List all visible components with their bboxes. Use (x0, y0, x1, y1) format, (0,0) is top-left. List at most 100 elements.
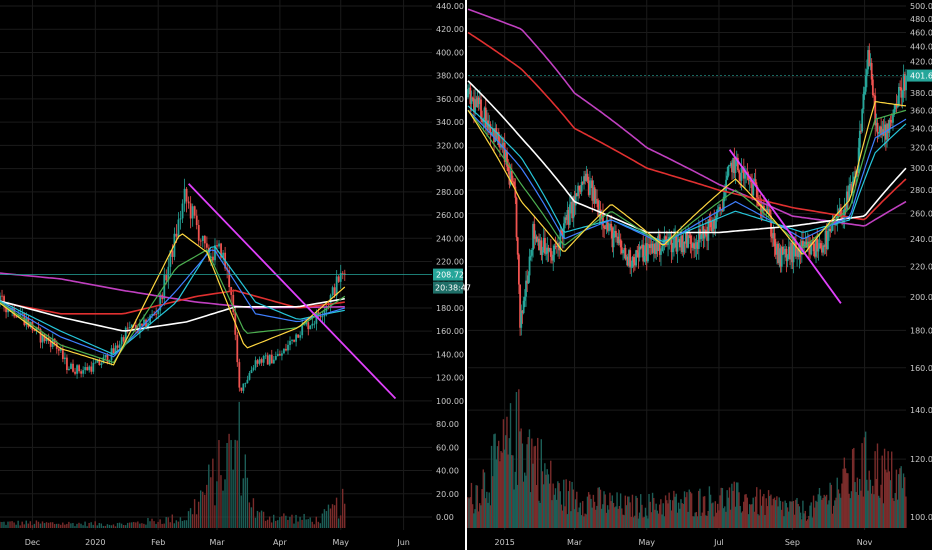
candle-body (700, 234, 703, 240)
volume-bar (25, 520, 27, 528)
volume-bar (47, 522, 50, 528)
candle-body (869, 62, 872, 67)
right-chart-panel[interactable]: 100.00 120.00 140.00 160.00 180.00 200.00 220.… (467, 0, 932, 547)
candle-body (305, 322, 308, 325)
volume-bar (605, 512, 608, 528)
candle-body (902, 74, 905, 92)
candle-body (682, 241, 685, 253)
trend-line[interactable] (728, 149, 842, 304)
volume-bar (266, 519, 269, 528)
volume-bar (477, 511, 480, 528)
volume-bar (511, 455, 513, 528)
candle-body (580, 182, 583, 192)
candle-body (765, 209, 768, 210)
candle-body (501, 144, 504, 147)
volume-bar (197, 501, 200, 528)
volume-bar (797, 503, 799, 528)
volume-bar (713, 516, 715, 528)
volume-bar (100, 523, 103, 528)
volume-bar (520, 428, 522, 528)
candle-body (264, 355, 267, 357)
trend-line[interactable] (187, 183, 397, 400)
volume-bar (841, 483, 843, 528)
candle-body (670, 236, 673, 253)
volume-bar (859, 478, 861, 528)
candle-body (681, 235, 684, 253)
candle-body (660, 251, 662, 255)
volume-bar (500, 451, 502, 528)
candle-body (576, 193, 578, 197)
y-tick-label: 320.00 (436, 141, 464, 150)
candle-body (590, 180, 593, 182)
volume-bar (653, 497, 655, 528)
volume-bar (810, 502, 812, 528)
volume-bar (240, 495, 242, 528)
grid-lines (468, 0, 906, 530)
y-tick-label: 480.00 (910, 15, 932, 24)
volume-bar (554, 488, 557, 528)
candle-body (881, 129, 884, 135)
volume-bar (114, 526, 117, 528)
candle-body (905, 75, 907, 91)
volume-bar (660, 499, 662, 528)
candle-body (701, 226, 704, 235)
volume-bar (216, 481, 218, 528)
volume-bar (586, 496, 589, 528)
volume-bar (604, 494, 606, 528)
volume-bar (680, 499, 682, 528)
volume-bar (49, 522, 52, 528)
volume-bar (856, 477, 859, 528)
candle-body (70, 363, 72, 369)
volume-bar (641, 504, 643, 528)
volume-bar (894, 493, 896, 528)
candle-body (890, 121, 893, 123)
candle-body (199, 240, 202, 242)
volume-bar (822, 497, 824, 528)
candle-body (118, 344, 121, 348)
candle-body (560, 230, 563, 233)
volume-bar (766, 506, 769, 528)
candle-body (526, 280, 529, 284)
volume-bar (815, 500, 817, 528)
volume-bar (167, 517, 169, 528)
volume-bar (561, 510, 564, 528)
volume-bar (866, 479, 868, 528)
x-tick-label: May (638, 538, 655, 547)
candle-body (706, 234, 709, 241)
candle-body (539, 240, 542, 251)
volume-bar (686, 492, 688, 528)
volume-bar (724, 506, 726, 528)
x-tick-label: Jun (396, 538, 410, 547)
volume-bar (770, 494, 772, 528)
candle-body (618, 239, 621, 244)
volume-bar (890, 451, 893, 528)
volume-bar (706, 515, 708, 528)
volume-bar (193, 499, 196, 528)
candle-body (201, 235, 204, 241)
volume-bar (106, 524, 109, 528)
volume-bar (803, 513, 805, 528)
left-chart-panel[interactable]: 0.00 20.00 40.00 60.00 80.00 100.00 120.00 140.… (0, 0, 471, 547)
volume-bar (84, 521, 86, 528)
candle-body (726, 175, 729, 180)
candle-body (531, 249, 533, 256)
volume-bar (779, 500, 782, 528)
volume-bar (527, 437, 529, 528)
x-tick-label: Mar (209, 538, 225, 547)
volume-bar (98, 522, 100, 528)
candle-body (266, 355, 269, 365)
candle-body (774, 246, 777, 255)
volume-bar (621, 508, 623, 528)
candle-body (880, 126, 883, 135)
volume-bar (892, 498, 894, 528)
volume-bar (277, 520, 279, 528)
candle-body (179, 218, 182, 220)
volume-bar (331, 504, 334, 528)
candle-body (876, 122, 879, 134)
candle-body (889, 120, 892, 122)
panel-divider[interactable] (465, 0, 467, 550)
candle-body (510, 170, 513, 182)
y-tick-label: 180.00 (436, 304, 464, 313)
volume-bar (853, 447, 855, 528)
volume-bar (616, 492, 618, 528)
